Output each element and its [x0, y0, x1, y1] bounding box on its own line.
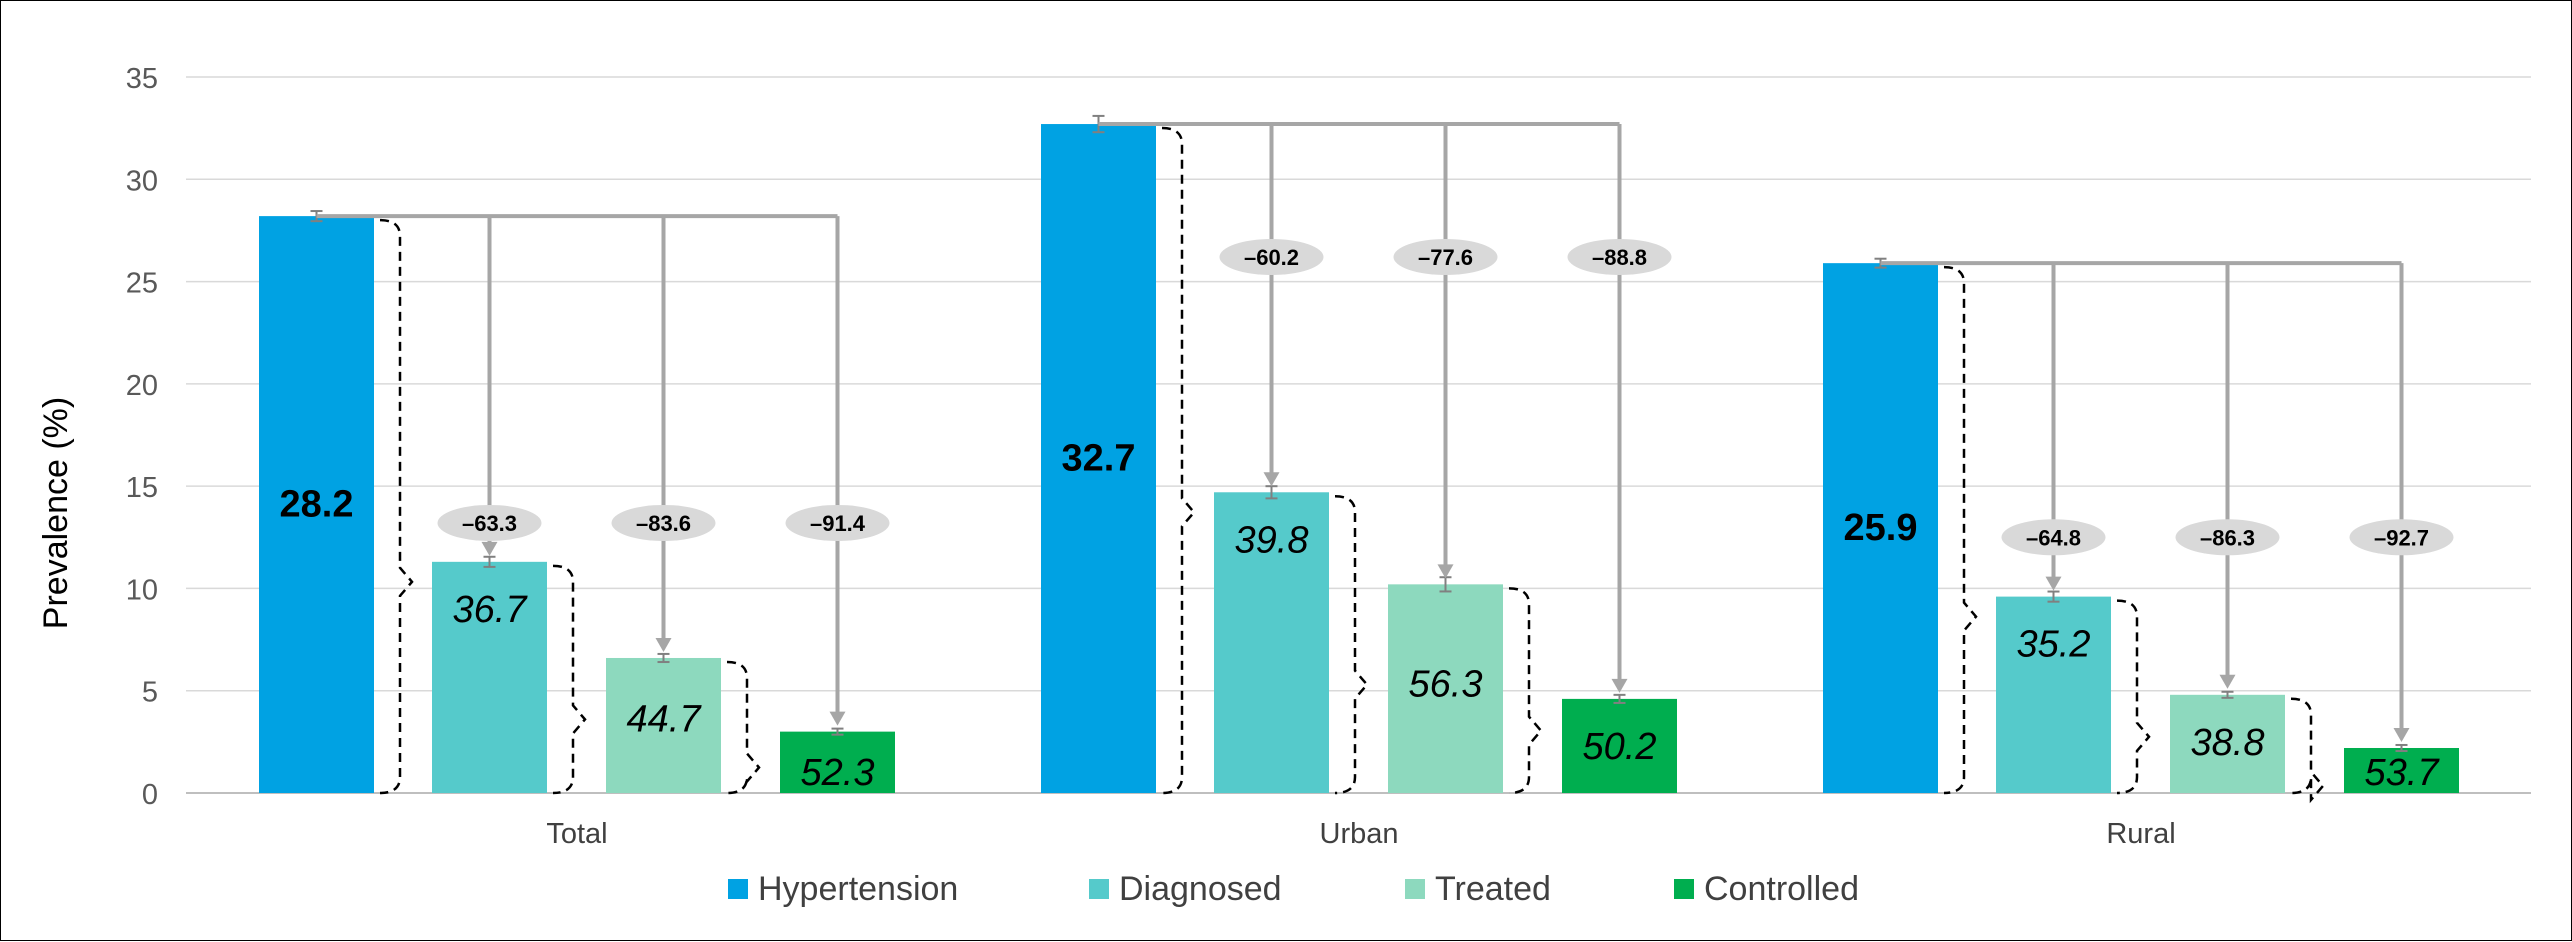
- bar-diagnosed: [1996, 596, 2111, 793]
- reduction-label: –63.3: [462, 511, 517, 536]
- grid-layer: [186, 76, 2531, 794]
- data-label-diagnosed: 35.2: [2017, 624, 2091, 666]
- arrow-head: [481, 541, 498, 556]
- data-label-treated: 38.8: [2191, 722, 2265, 764]
- annotation-layer: 28.2 32.7 25.9 36.7 44.7 52.3 39.8 56.3 50.2 35.2…: [280, 122, 2454, 804]
- bar-diagnosed: [432, 561, 547, 793]
- y-tick-label: 30: [126, 165, 158, 197]
- reduction-badge: [1567, 239, 1672, 276]
- dashed-bracket: [726, 660, 761, 795]
- reduction-label: –91.4: [810, 511, 866, 536]
- reduction-label: –92.7: [2374, 525, 2429, 550]
- reduction-badge: [611, 504, 716, 541]
- y-tick-label: 10: [126, 574, 158, 606]
- legend: Hypertension Diagnosed Treated Controlled: [728, 870, 1859, 908]
- data-label-controlled: 53.7: [2365, 752, 2441, 794]
- bar-controlled: [2344, 747, 2459, 793]
- data-label-hypertension: 32.7: [1062, 438, 1136, 480]
- data-label-controlled: 52.3: [801, 752, 875, 794]
- y-tick-label: 25: [126, 268, 158, 300]
- axis-layer: Prevalence (%) 0 5 10 15 20 25 30 35 Total Urban R…: [37, 63, 2176, 850]
- data-label-hypertension: 28.2: [280, 484, 354, 526]
- y-tick-label: 35: [126, 63, 158, 95]
- y-tick-label: 20: [126, 370, 158, 402]
- bar-hypertension: [1823, 263, 1938, 793]
- legend-label: Treated: [1435, 870, 1551, 908]
- legend-label: Controlled: [1704, 870, 1859, 908]
- legend-swatch: [1405, 879, 1425, 899]
- bar-hypertension: [1041, 124, 1156, 793]
- x-tick-label: Urban: [1320, 818, 1399, 850]
- reduction-badge: [785, 504, 890, 541]
- dashed-bracket: [1943, 265, 1978, 795]
- bar-treated: [2170, 694, 2285, 793]
- reduction-label: –77.6: [1418, 245, 1473, 270]
- dashed-bracket: [1334, 495, 1369, 795]
- bar-diagnosed: [1214, 492, 1329, 793]
- reduction-label: –83.6: [636, 511, 691, 536]
- arrow-head: [2045, 576, 2062, 591]
- y-tick-label: 0: [142, 779, 158, 811]
- legend-swatch: [728, 879, 748, 899]
- reduction-badge: [2175, 519, 2280, 556]
- reduction-label: –86.3: [2200, 525, 2255, 550]
- arrow-head: [829, 711, 846, 726]
- bar-treated: [606, 657, 721, 793]
- dashed-bracket: [552, 564, 587, 795]
- arrow-head: [1611, 678, 1628, 693]
- dashed-bracket: [379, 218, 414, 795]
- data-label-treated: 44.7: [627, 698, 703, 740]
- arrow-head: [1263, 472, 1280, 487]
- arrow-head: [655, 637, 672, 652]
- arrow-head: [2219, 674, 2236, 689]
- legend-label: Hypertension: [758, 870, 958, 908]
- data-label-hypertension: 25.9: [1844, 507, 1918, 549]
- data-label-diagnosed: 39.8: [1235, 519, 1309, 561]
- x-tick-label: Rural: [2106, 818, 2175, 850]
- y-axis-title: Prevalence (%): [37, 397, 75, 629]
- y-tick-label: 15: [126, 472, 158, 504]
- bar-treated: [1388, 584, 1503, 793]
- reduction-badge: [1393, 239, 1498, 276]
- dashed-bracket: [2116, 599, 2151, 795]
- reduction-label: –64.8: [2026, 525, 2081, 550]
- y-tick-label: 5: [142, 677, 158, 709]
- bar-controlled: [780, 731, 895, 793]
- dashed-bracket: [1508, 587, 1543, 795]
- dashed-bracket: [1161, 126, 1196, 795]
- arrow-head: [2393, 727, 2410, 742]
- reduction-badge: [437, 504, 542, 541]
- bar-hypertension: [259, 216, 374, 793]
- legend-swatch: [1674, 879, 1694, 899]
- bar-controlled: [1562, 698, 1677, 793]
- arrow-head: [1437, 564, 1454, 579]
- data-label-controlled: 50.2: [1583, 726, 1657, 768]
- bars-layer: [259, 114, 2459, 793]
- legend-swatch: [1089, 879, 1109, 899]
- reduction-badge: [1219, 239, 1324, 276]
- reduction-label: –88.8: [1592, 245, 1647, 270]
- data-label-diagnosed: 36.7: [453, 589, 529, 631]
- data-label-treated: 56.3: [1409, 664, 1483, 706]
- dashed-bracket: [2290, 697, 2325, 804]
- reduction-label: –60.2: [1244, 245, 1299, 270]
- x-tick-label: Total: [546, 818, 607, 850]
- reduction-badge: [2001, 519, 2106, 556]
- reduction-badge: [2349, 519, 2454, 556]
- legend-label: Diagnosed: [1119, 870, 1282, 908]
